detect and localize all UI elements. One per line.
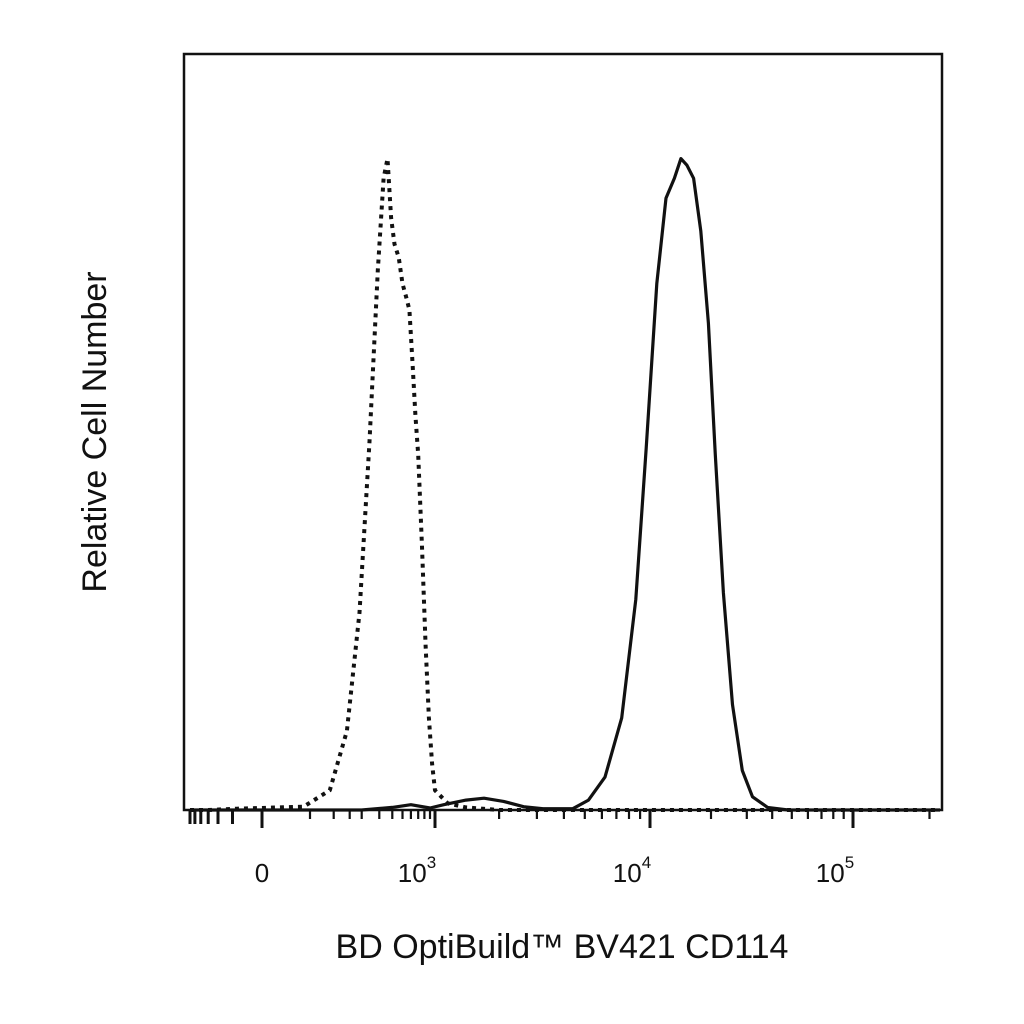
dotted-series-line [190,156,940,812]
x-tick-label-base: 10 [816,858,845,888]
x-tick-label-exponent: 4 [642,853,651,872]
x-tick-label-exponent: 5 [845,853,854,872]
x-axis-tick-labels: 0 103 104 105 [255,853,854,888]
series-layer [190,156,940,812]
x-tick-label-base: 10 [613,858,642,888]
x-tick-label: 0 [255,858,269,888]
plot-frame [182,52,944,812]
x-tick-label-base: 10 [398,858,427,888]
y-axis-title: Relative Cell Number [76,271,114,592]
x-axis-title: BD OptiBuild™ BV421 CD114 [336,928,789,966]
x-tick-label: 103 [398,853,436,888]
x-tick-label: 104 [613,853,651,888]
x-tick-label-exponent: 3 [427,853,436,872]
solid-series-line [190,157,940,812]
x-tick-label: 105 [816,853,854,888]
x-axis-ticks [188,810,931,828]
